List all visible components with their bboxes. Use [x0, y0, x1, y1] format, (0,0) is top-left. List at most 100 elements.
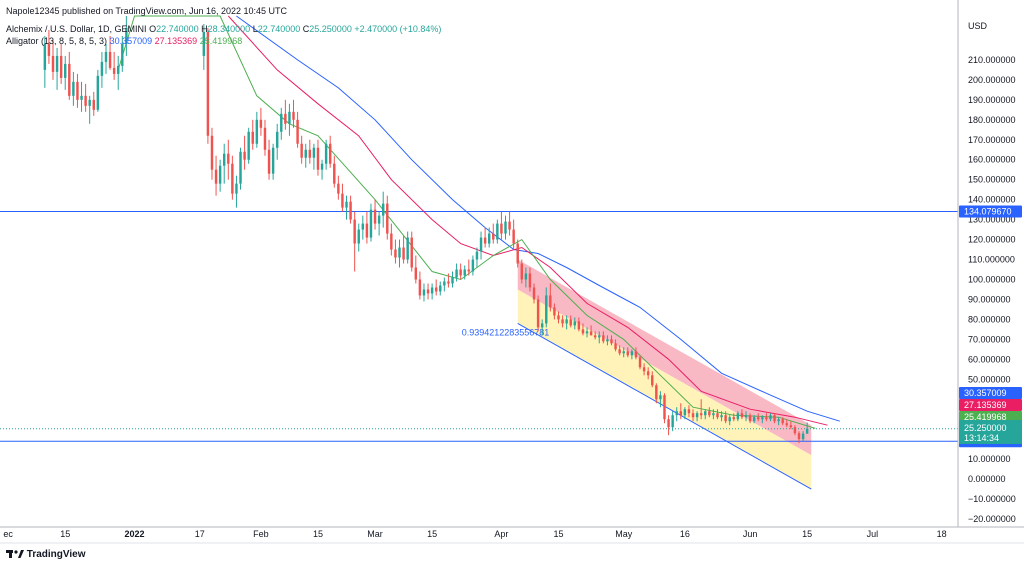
candle-body	[447, 281, 450, 284]
candle-body	[699, 413, 703, 416]
candle-body	[377, 215, 381, 224]
price-tag-0-bg	[959, 387, 1022, 399]
price-tag-1-bg	[959, 399, 1022, 411]
price-tick-label: 210.000000	[968, 55, 1016, 65]
candle-body	[386, 203, 389, 234]
time-tick-label: Apr	[494, 529, 508, 539]
close-label: C	[302, 24, 310, 34]
indicator-title[interactable]: Alligator (13, 8, 5, 8, 5, 3)	[6, 36, 108, 46]
candle-body	[724, 415, 727, 422]
candle-body	[255, 119, 259, 144]
candle-body	[687, 409, 691, 414]
brand-footer[interactable]: TradingView	[6, 549, 86, 560]
fib-level-label: 0.9394212283556781	[462, 327, 550, 337]
candle-body	[765, 417, 768, 420]
candle-body	[235, 183, 238, 194]
candle-body	[679, 411, 683, 416]
candle-body	[646, 371, 650, 376]
lips-value: 25.419968	[199, 36, 243, 46]
candle-body	[602, 335, 605, 342]
candle-body	[373, 209, 377, 224]
candle-body	[728, 417, 731, 422]
candle-body	[275, 131, 279, 148]
candle-body	[55, 55, 59, 72]
candle-body	[557, 315, 560, 320]
candle-body	[720, 415, 723, 418]
price-tag-0: 30.357009	[964, 388, 1007, 398]
open-value: 22.740000	[156, 24, 199, 34]
price-tick-label: 100.000000	[968, 274, 1016, 284]
candle-body	[459, 269, 462, 276]
candle-body	[349, 201, 352, 220]
candle-body	[622, 351, 625, 354]
candle-body	[504, 221, 507, 234]
candle-body	[76, 81, 79, 100]
hline-price-tag-0-bg	[959, 205, 1022, 218]
candle-body	[797, 433, 801, 440]
candle-body	[471, 259, 475, 272]
candle-body	[292, 111, 295, 120]
candle-body	[414, 267, 418, 280]
candle-body	[573, 321, 577, 326]
candle-body	[84, 95, 87, 106]
candle-body	[304, 149, 307, 158]
candle-body	[569, 319, 572, 326]
candle-body	[296, 119, 299, 144]
candle-body	[467, 269, 471, 272]
candle-body	[125, 27, 128, 44]
candle-body	[593, 335, 597, 338]
open-label: O	[149, 24, 157, 34]
candle-body	[121, 43, 124, 66]
price-tick-label: 160.000000	[968, 155, 1016, 165]
candle-body	[520, 263, 524, 280]
candle-body	[357, 229, 360, 244]
candle-body	[328, 143, 332, 164]
candle-body	[695, 413, 699, 418]
candle-body	[316, 147, 320, 170]
candle-body	[516, 243, 519, 264]
candle-body	[659, 395, 662, 400]
price-tag-2: 25.419968	[964, 412, 1007, 422]
price-tick-label: 170.000000	[968, 135, 1016, 145]
time-tick-label: Jun	[743, 529, 758, 539]
candle-body	[418, 279, 422, 296]
candle-body	[708, 411, 711, 416]
candle-body	[267, 149, 271, 174]
candle-body	[96, 75, 100, 110]
candle-body	[239, 151, 242, 184]
candle-body	[463, 269, 466, 276]
candle-body	[769, 415, 772, 420]
ohlc-legend: Alchemix / U.S. Dollar, 1D, GEMINI O22.7…	[6, 24, 441, 34]
price-tick-label: 90.000000	[968, 294, 1011, 304]
candle-body	[259, 119, 263, 128]
candle-body	[540, 323, 544, 328]
currency-label: USD	[968, 21, 988, 31]
candle-body	[108, 51, 112, 68]
candle-body	[626, 351, 630, 356]
publisher-line: Napole12345 published on TradingView.com…	[6, 6, 288, 16]
brand-name: TradingView	[26, 549, 86, 560]
candle-body	[683, 409, 687, 416]
candle-body	[532, 287, 536, 300]
candle-body	[104, 51, 108, 62]
time-tick-label: Feb	[253, 529, 269, 539]
change-value: +2.470000 (+10.84%)	[354, 24, 442, 34]
candle-body	[732, 417, 736, 420]
price-tick-label: 130.000000	[968, 215, 1016, 225]
hline-price-tag-0: 134.079670	[964, 206, 1012, 216]
candle-body	[312, 147, 316, 158]
symbol-title[interactable]: Alchemix / U.S. Dollar, 1D, GEMINI	[6, 24, 147, 34]
candle-body	[479, 237, 483, 252]
candle-body	[300, 143, 303, 158]
candle-body	[402, 247, 405, 260]
candle-body	[483, 237, 487, 244]
alligator-lips-line	[117, 15, 816, 429]
price-tick-label: 80.000000	[968, 314, 1011, 324]
candle-body	[271, 147, 275, 174]
candle-body	[439, 285, 442, 292]
price-tick-label: 110.000000	[968, 255, 1015, 265]
candle-body	[112, 67, 116, 74]
candle-body	[761, 417, 764, 420]
candle-body	[455, 269, 458, 278]
